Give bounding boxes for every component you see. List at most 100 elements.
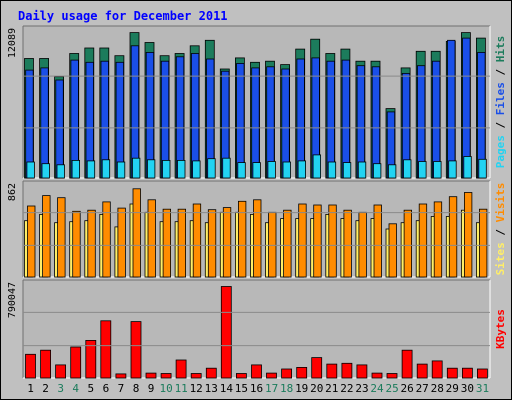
hits-legend-separator: /: [494, 62, 507, 82]
pages-bar: [177, 159, 186, 179]
kbytes-bar: [205, 367, 217, 379]
visits-bar: [222, 207, 232, 278]
x-axis-day-labels: 1 2 3 4 5 6 7 8 9 10 11 12 13 14 15 16 17 18 19 20 21 22 23 24 2…: [27, 382, 489, 395]
day-label: 8: [133, 382, 140, 395]
day-label: 17: [265, 382, 278, 395]
kbytes-scale-label: 790047: [7, 282, 18, 318]
day-label: 16: [250, 382, 263, 395]
visits-bar: [418, 203, 428, 278]
visits-bar: [57, 197, 66, 278]
pages-bar: [116, 161, 126, 179]
pages-bar: [26, 161, 35, 179]
day-label: 10: [159, 382, 172, 395]
files-bar: [371, 66, 381, 179]
files-bar: [431, 60, 441, 179]
visits-bar: [298, 203, 307, 278]
kbytes-bar: [190, 373, 202, 379]
kbytes-bar: [476, 368, 488, 379]
day-label: 26: [400, 382, 413, 395]
pages-bar: [131, 157, 141, 179]
day-label: 31: [476, 382, 489, 395]
pages-bar: [237, 162, 246, 179]
visits-bar: [72, 210, 81, 278]
kbytes-bar: [281, 368, 293, 379]
visits-bar: [268, 211, 277, 278]
pages-bar: [418, 161, 427, 179]
kbytes-bar: [416, 363, 428, 379]
files-bar: [175, 56, 185, 179]
files-bar: [356, 65, 366, 179]
pages-bar: [448, 160, 457, 179]
day-label: 4: [72, 382, 79, 395]
visits-bar: [147, 199, 156, 278]
kbytes-bar: [145, 372, 157, 379]
pages-bar: [222, 157, 231, 179]
visits-bar: [87, 209, 96, 278]
visits-bar: [328, 204, 337, 278]
day-label: 22: [340, 382, 353, 395]
visits-bar: [42, 195, 51, 278]
kbytes-bar: [461, 367, 473, 379]
pages-bar: [342, 162, 352, 179]
day-label: 23: [355, 382, 368, 395]
plot-area: 12089 Pages / Files / Hits 862 Sites / Visi…: [7, 25, 507, 379]
day-label: 7: [118, 382, 125, 395]
kbytes-bar: [85, 339, 97, 379]
day-label: 25: [385, 382, 398, 395]
pages-bar: [312, 154, 322, 179]
day-label: 9: [148, 382, 155, 395]
kbytes-bar: [356, 364, 368, 379]
hits-legend: Pages / Files / Hits: [494, 36, 507, 169]
hits-legend-files: Files: [494, 82, 507, 115]
day-label: 30: [461, 382, 474, 395]
kbytes-bar: [70, 346, 82, 379]
visits-bar: [403, 209, 413, 278]
day-label: 6: [103, 382, 110, 395]
pages-bar: [86, 160, 96, 179]
visits-bar: [388, 223, 397, 278]
hits-legend-pages: Pages: [494, 135, 507, 168]
kbytes-bar: [115, 373, 127, 379]
hits-scale-label: 12089: [7, 28, 18, 58]
pages-bar: [403, 159, 412, 179]
kbytes-bar: [55, 364, 66, 379]
visits-bar: [132, 188, 141, 278]
pages-bar: [357, 161, 367, 179]
visits-bar: [448, 196, 458, 278]
visits-legend-visits: Visits: [494, 183, 507, 223]
day-label: 11: [175, 382, 188, 395]
visits-bar: [117, 207, 126, 278]
pages-bar: [101, 159, 111, 179]
visits-bar: [207, 209, 217, 278]
visits-bar: [192, 203, 202, 278]
kbytes-bar: [401, 349, 413, 379]
files-bar: [236, 63, 245, 179]
kbytes-bar: [296, 366, 308, 379]
pages-bar: [433, 161, 442, 179]
visits-bar: [463, 192, 473, 278]
files-bar: [251, 67, 260, 179]
kbytes-legend-kbytes: KBytes: [494, 309, 507, 349]
pages-bar: [162, 159, 171, 179]
pages-bar: [56, 164, 65, 179]
day-label: 5: [87, 382, 94, 395]
day-label: 18: [280, 382, 293, 395]
kbytes-bar: [235, 373, 247, 379]
files-bar: [115, 61, 124, 179]
visits-bar: [237, 200, 247, 278]
visits-bar: [283, 209, 292, 278]
files-bar: [40, 67, 49, 179]
day-label: 21: [325, 382, 338, 395]
visits-bar: [373, 204, 382, 278]
pages-bar: [71, 159, 80, 179]
pages-bar: [267, 161, 276, 179]
files-bar: [55, 79, 64, 179]
pages-bar: [252, 162, 261, 179]
visits-bar: [177, 208, 187, 278]
files-bar: [190, 53, 200, 179]
day-label: 15: [235, 382, 248, 395]
visits-bar: [102, 201, 111, 278]
visits-bar: [162, 208, 172, 278]
pages-bar: [297, 160, 307, 179]
